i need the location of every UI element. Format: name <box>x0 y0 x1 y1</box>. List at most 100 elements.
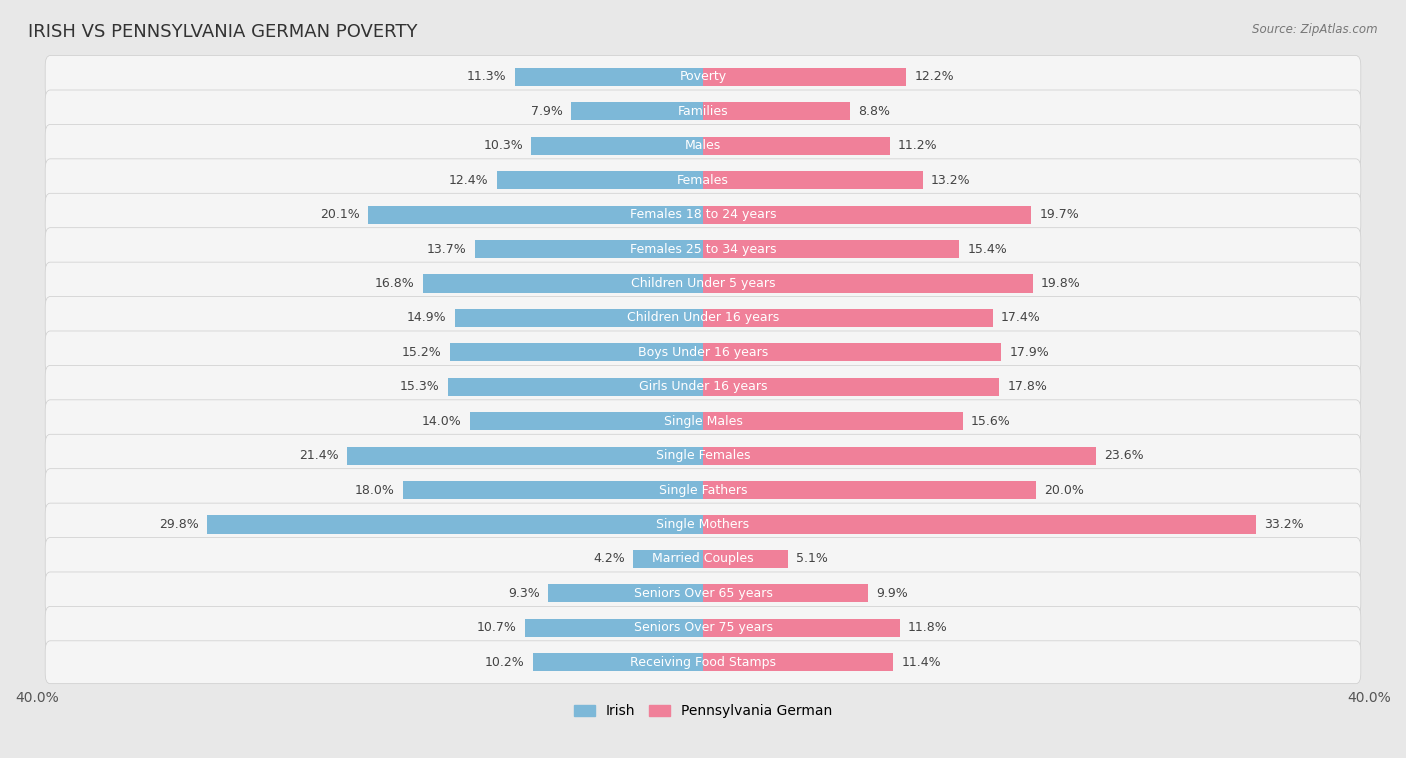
Text: 10.2%: 10.2% <box>485 656 524 669</box>
Text: 13.7%: 13.7% <box>427 243 467 255</box>
Text: 5.1%: 5.1% <box>796 553 828 565</box>
FancyBboxPatch shape <box>45 159 1361 202</box>
Bar <box>703 136 890 155</box>
Text: 17.4%: 17.4% <box>1001 312 1040 324</box>
Text: 8.8%: 8.8% <box>858 105 890 118</box>
Text: 15.2%: 15.2% <box>402 346 441 359</box>
Bar <box>475 240 703 258</box>
Bar <box>633 550 703 568</box>
FancyBboxPatch shape <box>45 503 1361 546</box>
FancyBboxPatch shape <box>45 124 1361 168</box>
Text: 33.2%: 33.2% <box>1264 518 1303 531</box>
Text: 21.4%: 21.4% <box>298 449 339 462</box>
Bar <box>703 481 1036 500</box>
Text: 19.8%: 19.8% <box>1040 277 1081 290</box>
Text: 13.2%: 13.2% <box>931 174 970 186</box>
Bar <box>531 136 703 155</box>
Text: 14.9%: 14.9% <box>406 312 447 324</box>
Bar <box>533 653 703 672</box>
FancyBboxPatch shape <box>45 641 1361 684</box>
Bar <box>449 377 703 396</box>
FancyBboxPatch shape <box>45 296 1361 340</box>
FancyBboxPatch shape <box>45 537 1361 581</box>
Text: 20.1%: 20.1% <box>321 208 360 221</box>
Bar <box>703 515 1256 534</box>
Text: 11.3%: 11.3% <box>467 70 506 83</box>
Text: Seniors Over 65 years: Seniors Over 65 years <box>634 587 772 600</box>
Bar <box>703 412 963 431</box>
Text: Receiving Food Stamps: Receiving Food Stamps <box>630 656 776 669</box>
Text: Married Couples: Married Couples <box>652 553 754 565</box>
Bar <box>703 240 959 258</box>
FancyBboxPatch shape <box>45 572 1361 615</box>
Text: Single Males: Single Males <box>664 415 742 428</box>
Text: 14.0%: 14.0% <box>422 415 461 428</box>
Bar <box>703 171 922 190</box>
Text: 29.8%: 29.8% <box>159 518 198 531</box>
Bar <box>423 274 703 293</box>
Text: 17.9%: 17.9% <box>1010 346 1049 359</box>
FancyBboxPatch shape <box>45 331 1361 374</box>
FancyBboxPatch shape <box>45 90 1361 133</box>
Bar <box>703 584 868 603</box>
Bar <box>548 584 703 603</box>
Bar <box>703 343 1001 362</box>
Text: 4.2%: 4.2% <box>593 553 624 565</box>
Text: Females: Females <box>678 174 728 186</box>
FancyBboxPatch shape <box>45 399 1361 443</box>
Bar <box>515 68 703 86</box>
Text: Poverty: Poverty <box>679 70 727 83</box>
Legend: Irish, Pennsylvania German: Irish, Pennsylvania German <box>568 699 838 724</box>
Text: 15.4%: 15.4% <box>967 243 1008 255</box>
Text: Single Fathers: Single Fathers <box>659 484 747 496</box>
Bar <box>703 274 1033 293</box>
Text: 9.3%: 9.3% <box>508 587 540 600</box>
FancyBboxPatch shape <box>45 193 1361 236</box>
Text: 18.0%: 18.0% <box>356 484 395 496</box>
Text: Males: Males <box>685 139 721 152</box>
Text: 11.4%: 11.4% <box>901 656 941 669</box>
FancyBboxPatch shape <box>45 434 1361 477</box>
FancyBboxPatch shape <box>45 55 1361 99</box>
Text: IRISH VS PENNSYLVANIA GERMAN POVERTY: IRISH VS PENNSYLVANIA GERMAN POVERTY <box>28 23 418 41</box>
Text: 16.8%: 16.8% <box>375 277 415 290</box>
Text: Seniors Over 75 years: Seniors Over 75 years <box>634 622 772 634</box>
Text: Single Females: Single Females <box>655 449 751 462</box>
Text: 9.9%: 9.9% <box>876 587 908 600</box>
Bar <box>456 309 703 327</box>
Bar <box>347 446 703 465</box>
Bar <box>470 412 703 431</box>
Text: Females 18 to 24 years: Females 18 to 24 years <box>630 208 776 221</box>
FancyBboxPatch shape <box>45 227 1361 271</box>
Bar <box>703 550 787 568</box>
Bar <box>703 205 1031 224</box>
Bar <box>703 68 907 86</box>
Text: 15.3%: 15.3% <box>401 381 440 393</box>
Bar <box>368 205 703 224</box>
Text: 7.9%: 7.9% <box>531 105 564 118</box>
Text: 17.8%: 17.8% <box>1008 381 1047 393</box>
Bar <box>703 309 993 327</box>
Bar <box>703 653 893 672</box>
Bar <box>703 377 1000 396</box>
Bar <box>207 515 703 534</box>
Text: 11.2%: 11.2% <box>898 139 938 152</box>
Text: Females 25 to 34 years: Females 25 to 34 years <box>630 243 776 255</box>
Bar <box>524 619 703 637</box>
Text: Single Mothers: Single Mothers <box>657 518 749 531</box>
Text: 12.4%: 12.4% <box>449 174 488 186</box>
Bar <box>703 619 900 637</box>
Text: 23.6%: 23.6% <box>1104 449 1144 462</box>
FancyBboxPatch shape <box>45 468 1361 512</box>
Text: 12.2%: 12.2% <box>914 70 955 83</box>
Bar <box>571 102 703 121</box>
Bar <box>496 171 703 190</box>
Text: Boys Under 16 years: Boys Under 16 years <box>638 346 768 359</box>
FancyBboxPatch shape <box>45 262 1361 305</box>
Text: Children Under 16 years: Children Under 16 years <box>627 312 779 324</box>
Text: 10.3%: 10.3% <box>484 139 523 152</box>
Text: 19.7%: 19.7% <box>1039 208 1080 221</box>
Text: Children Under 5 years: Children Under 5 years <box>631 277 775 290</box>
Text: 11.8%: 11.8% <box>908 622 948 634</box>
Text: 15.6%: 15.6% <box>972 415 1011 428</box>
